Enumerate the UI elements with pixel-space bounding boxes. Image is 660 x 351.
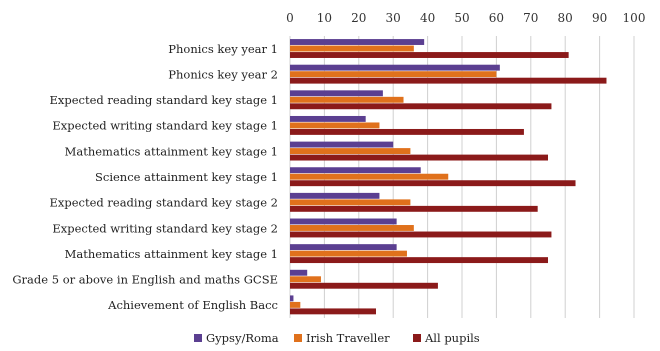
bar (290, 225, 414, 231)
legend-swatch (413, 334, 421, 342)
bar (290, 103, 552, 110)
bar (290, 45, 414, 52)
legend-swatch (194, 334, 202, 342)
x-tick-label: 80 (558, 11, 573, 25)
x-tick-label: 100 (623, 11, 646, 25)
x-tick-label: 90 (592, 11, 607, 25)
legend-label: All pupils (424, 331, 480, 345)
legend-swatch (294, 334, 302, 342)
x-tick-label: 30 (386, 11, 401, 25)
category-label: Mathematics attainment key stage 1 (65, 247, 278, 261)
x-tick-label: 70 (523, 11, 538, 25)
category-label: Phonics key year 1 (168, 42, 278, 56)
category-label: Achievement of English Bacc (107, 298, 278, 312)
bar (290, 244, 397, 251)
bar (290, 180, 576, 187)
bar (290, 39, 425, 45)
bar (290, 71, 497, 78)
category-labels: Phonics key year 1 Phonics key year 2 Expe… (12, 42, 278, 312)
bar (290, 218, 397, 225)
x-tick-label: 0 (286, 11, 294, 25)
bar (290, 250, 407, 257)
bar (290, 257, 548, 264)
bar (290, 282, 438, 289)
bar (290, 77, 607, 84)
bar (290, 173, 449, 180)
category-label: Grade 5 or above in English and maths GC… (12, 273, 278, 287)
bar (290, 96, 404, 103)
bar (290, 115, 366, 122)
bar (290, 199, 411, 206)
category-label: Expected reading standard key stage 2 (49, 196, 278, 210)
x-tick-label: 60 (489, 11, 504, 25)
category-label: Science attainment key stage 1 (95, 170, 278, 184)
x-tick-label: 20 (351, 11, 366, 25)
bar (290, 128, 524, 135)
bar (290, 64, 500, 71)
category-label: Expected writing standard key stage 2 (52, 221, 278, 235)
bar (290, 231, 552, 238)
category-label: Expected writing standard key stage 1 (52, 119, 278, 133)
bar (290, 52, 569, 58)
category-label: Phonics key year 2 (168, 67, 278, 81)
legend-label: Gypsy/Roma (206, 331, 279, 345)
bar (290, 276, 321, 283)
x-tick-label: 40 (420, 11, 435, 25)
bar (290, 192, 380, 199)
bar (290, 308, 376, 315)
bars (290, 39, 607, 315)
bar (290, 205, 538, 212)
bar (290, 295, 294, 302)
legend: Gypsy/Roma Irish Traveller All pupils (194, 331, 480, 345)
bar (290, 269, 308, 276)
x-tick-label: 10 (317, 11, 332, 25)
x-tick-label: 50 (454, 11, 469, 25)
bar (290, 167, 421, 174)
category-label: Expected reading standard key stage 1 (49, 93, 278, 107)
bar (290, 148, 411, 155)
bar (290, 154, 548, 161)
bar (290, 301, 301, 308)
bar (290, 90, 383, 97)
legend-label: Irish Traveller (306, 331, 390, 345)
bar (290, 122, 380, 129)
category-label: Mathematics attainment key stage 1 (65, 144, 278, 158)
x-axis-ticks: 0 10 20 30 40 50 60 70 80 90 100 (286, 11, 645, 25)
bar (290, 141, 394, 148)
